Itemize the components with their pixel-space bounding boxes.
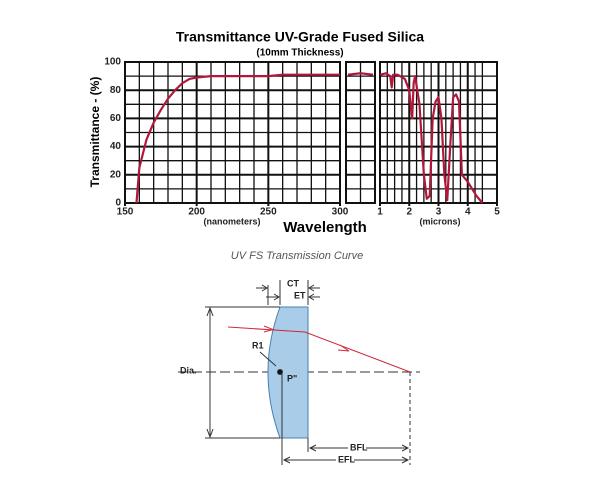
- y-axis-label: Transmittance - (%): [88, 77, 102, 188]
- y-tick-label: 0: [115, 198, 121, 209]
- x-unit-label: (nanometers): [203, 216, 260, 226]
- x-tick-label: 2: [406, 207, 412, 218]
- transmission-curve: [379, 72, 484, 204]
- label-bg: [348, 442, 366, 454]
- y-tick-label: 60: [110, 113, 122, 124]
- arrow: [256, 284, 320, 301]
- x-tick-label: 4: [465, 207, 471, 218]
- y-tick-label: 40: [110, 141, 122, 152]
- plot-frame: [124, 61, 341, 204]
- x-tick-label: 3: [436, 207, 442, 218]
- x-tick-label: 200: [188, 207, 205, 218]
- et-label: ET: [294, 290, 306, 300]
- x-tick-label: 150: [117, 207, 134, 218]
- plot-frame: [379, 61, 498, 204]
- leader: [259, 351, 277, 367]
- r1-label: R1: [252, 340, 264, 350]
- lens: [267, 306, 309, 439]
- x-axis-label: Wavelength: [283, 219, 367, 236]
- ct-label: CT: [287, 278, 299, 288]
- lens-diagram: [178, 280, 420, 465]
- x-tick-label: 1: [377, 207, 383, 218]
- arrowhead: [282, 444, 410, 464]
- y-tick-label: 100: [104, 57, 121, 68]
- ray: [227, 326, 411, 373]
- x-unit-label: (microns): [419, 216, 460, 226]
- arrowhead: [206, 306, 214, 439]
- transmission-curve: [135, 73, 340, 204]
- p-label: P": [287, 373, 297, 383]
- y-tick-label: 20: [110, 169, 122, 180]
- x-tick-label: 5: [494, 207, 500, 218]
- label-bg: [336, 454, 354, 466]
- transmission-curve: [347, 72, 374, 76]
- x-tick-label: 300: [332, 207, 349, 218]
- arrowhead: [263, 325, 350, 352]
- efl-label: EFL: [338, 454, 356, 464]
- bfl-label: BFL: [350, 442, 368, 452]
- plot-frame: [345, 61, 376, 204]
- x-tick-label: 250: [260, 207, 277, 218]
- chart-title: Transmittance UV-Grade Fused Silica: [176, 29, 424, 45]
- y-tick-label: 80: [110, 85, 122, 96]
- chart-subtitle: (10mm Thickness): [256, 48, 343, 59]
- caption: UV FS Transmission Curve: [231, 250, 363, 262]
- dia-label: Dia.: [180, 365, 197, 375]
